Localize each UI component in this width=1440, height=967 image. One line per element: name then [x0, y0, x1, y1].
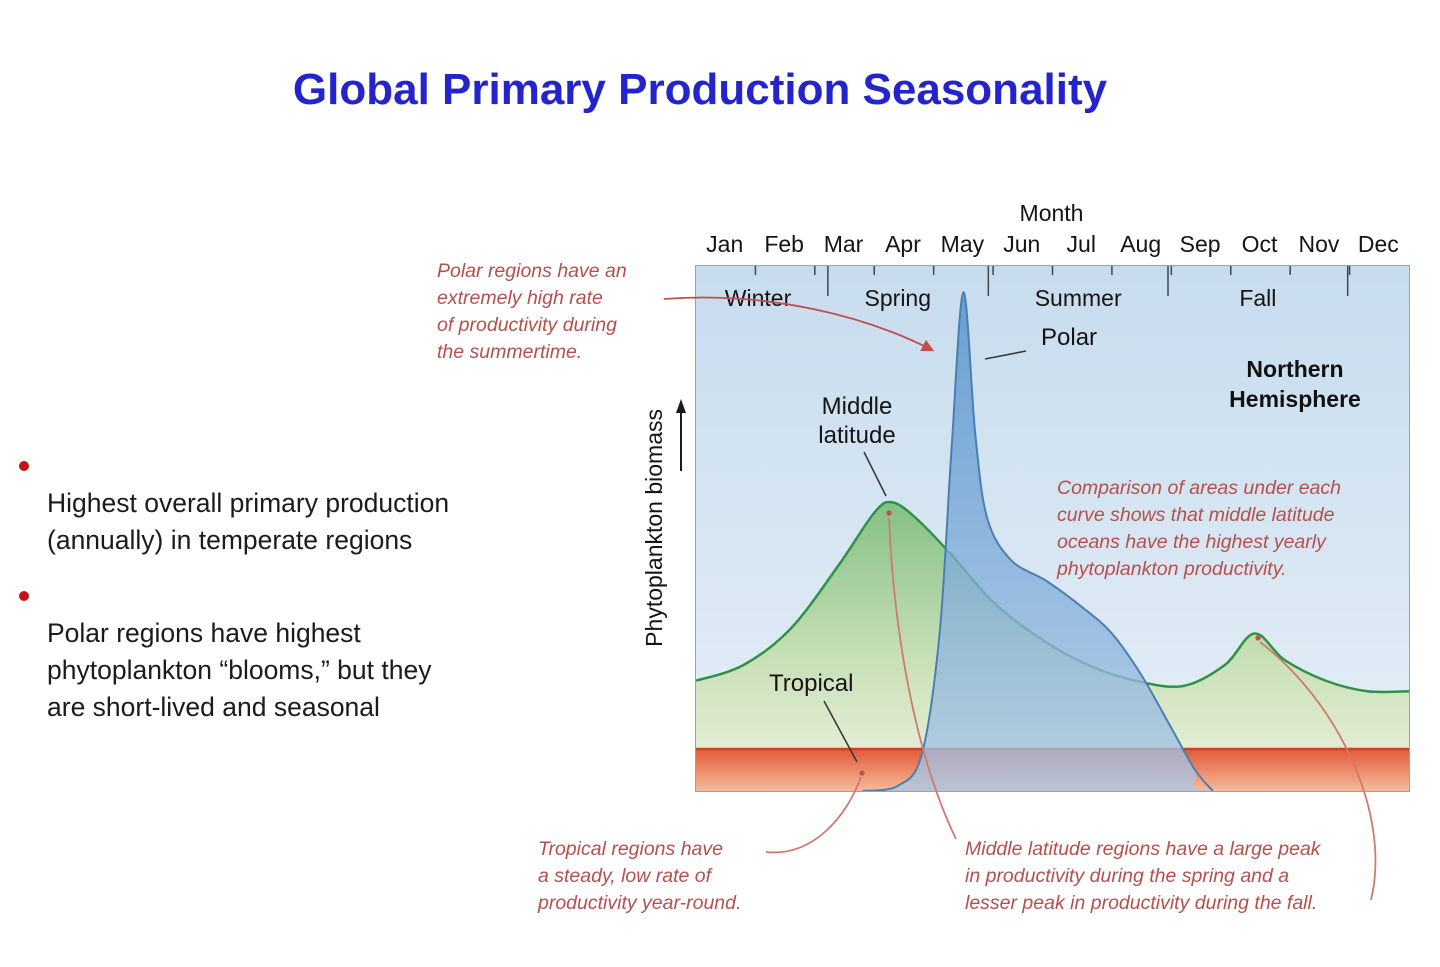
month-label: Feb: [764, 231, 804, 257]
season-label-spring: Spring: [864, 285, 932, 311]
chart-plot: Winter Spring Summer Fall Northern Hemis…: [695, 265, 1410, 792]
season-label-winter: Winter: [724, 285, 792, 311]
month-label: Jul: [1066, 231, 1096, 257]
bullet-text: Highest overall primary production (annu…: [47, 488, 450, 555]
page-title: Global Primary Production Seasonality: [292, 65, 1108, 115]
y-axis-title: Phytoplankton biomass: [640, 408, 667, 647]
month-label: Oct: [1241, 231, 1278, 257]
polar-curve-label: Polar: [1041, 324, 1098, 351]
polar-annotation: Polar regions have an extremely high rat…: [437, 260, 627, 363]
x-axis-title: Month: [1019, 200, 1084, 226]
month-label: May: [940, 231, 985, 257]
month-label: Mar: [823, 231, 864, 257]
series-area-polar: [696, 292, 1409, 791]
bullet-list: Highest overall primary production (annu…: [10, 448, 570, 745]
month-label: Jan: [706, 231, 744, 257]
middle-latitude-annotation: Middle latitude regions have a large pea…: [965, 838, 1321, 914]
y-axis-title-wrap: Phytoplankton biomass: [630, 265, 678, 790]
month-label: Nov: [1298, 231, 1340, 257]
season-label-summer: Summer: [1034, 285, 1122, 311]
season-label-fall: Fall: [1239, 285, 1277, 311]
bullet-item: Highest overall primary production (annu…: [10, 448, 527, 559]
month-label: Apr: [885, 231, 921, 257]
chart-series-svg: [696, 266, 1409, 791]
bullet-icon: [19, 461, 29, 471]
bullet-text: Polar regions have highest phytoplankton…: [47, 618, 432, 722]
month-label: Jun: [1003, 231, 1041, 257]
tropical-annotation: Tropical regions have a steady, low rate…: [538, 838, 742, 914]
middle-latitude-curve-label: Middle latitude: [818, 393, 896, 449]
month-label: Dec: [1357, 231, 1399, 257]
tropical-curve-label: Tropical: [769, 670, 854, 697]
bullet-item: Polar regions have highest phytoplankton…: [10, 578, 527, 726]
month-label: Aug: [1120, 231, 1162, 257]
month-axis-labels: Jan Feb Mar Apr May Jun Jul Aug Sep Oct Nov Dec: [695, 231, 1408, 258]
hemisphere-label: Northern Hemisphere: [1229, 356, 1361, 412]
month-label: Sep: [1179, 231, 1221, 257]
comparison-annotation: Comparison of areas under each curve sho…: [1057, 477, 1341, 580]
bullet-icon: [19, 591, 29, 601]
